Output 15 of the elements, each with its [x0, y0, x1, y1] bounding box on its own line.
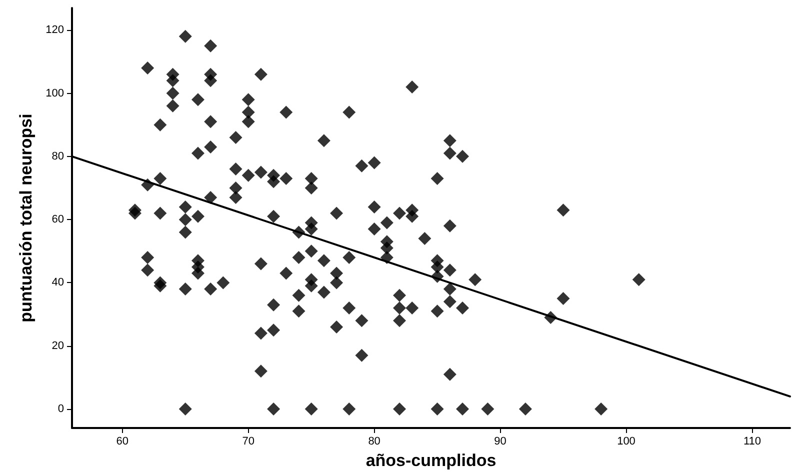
x-tick-label: 110	[743, 436, 761, 448]
y-tick-label: 60	[52, 214, 64, 226]
y-tick-label: 100	[46, 87, 64, 100]
y-tick-label: 80	[52, 150, 64, 162]
x-tick-label: 60	[116, 436, 129, 448]
x-axis-title: años-cumplidos	[366, 451, 496, 470]
x-tick-label: 90	[494, 436, 506, 448]
y-axis-title: puntuación total neuropsi	[16, 114, 36, 322]
y-tick-label: 0	[58, 403, 64, 416]
y-tick-label: 20	[52, 340, 64, 352]
y-tick-label: 120	[46, 24, 64, 36]
x-tick-label: 70	[242, 436, 254, 448]
y-tick-label: 40	[52, 276, 64, 289]
x-tick-label: 100	[617, 436, 636, 448]
x-tick-label: 80	[368, 436, 380, 448]
